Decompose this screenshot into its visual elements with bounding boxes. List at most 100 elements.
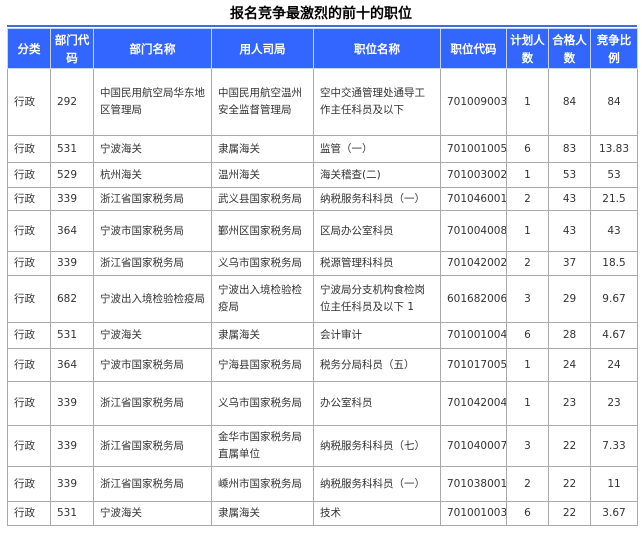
- table-cell: 22: [548, 466, 591, 502]
- table-cell: 701038001: [440, 466, 507, 502]
- table-header: 分类 部门代码 部门名称 用人司局 职位名称 职位代码 计划人数 合格人数 竞争比例: [7, 28, 638, 69]
- table-cell: 531: [50, 322, 94, 349]
- table-row: 行政 531 宁波海关 隶属海关 技术 701001003 6 22 3.67: [7, 501, 638, 526]
- column-header: 部门名称: [93, 28, 212, 69]
- table-cell: 601682006: [440, 275, 507, 323]
- table-cell: 嵊州市国家税务局: [211, 466, 314, 502]
- table-cell: 中国民用航空局华东地区管理局: [93, 68, 212, 136]
- table-cell: 宁波局分支机构食检岗位主任科员及以下 1: [313, 275, 441, 323]
- table-cell: 会计审计: [313, 322, 441, 349]
- table-cell: 339: [50, 381, 94, 426]
- table-cell: 技术: [313, 501, 441, 526]
- table-cell: 纳税服务科科员（七）: [313, 425, 441, 467]
- table-cell: 1: [506, 162, 549, 188]
- table-cell: 空中交通管理处通导工作主任科员及以下: [313, 68, 441, 136]
- table-cell: 28: [548, 322, 591, 349]
- table-cell: 21.5: [590, 187, 638, 211]
- table-row: 行政 339 浙江省国家税务局 义乌市国家税务局 税源管理科科员 701042002 2 37…: [7, 251, 638, 276]
- table-cell: 行政: [7, 210, 51, 252]
- table-cell: 温州海关: [211, 162, 314, 188]
- table-cell: 24: [590, 348, 638, 382]
- table-cell: 364: [50, 348, 94, 382]
- column-header: 职位代码: [440, 28, 507, 69]
- table-cell: 行政: [7, 348, 51, 382]
- table-cell: 宁波市国家税务局: [93, 348, 212, 382]
- table-cell: 43: [548, 187, 591, 211]
- table-cell: 3: [506, 425, 549, 467]
- table-cell: 鄞州区国家税务局: [211, 210, 314, 252]
- table-cell: 浙江省国家税务局: [93, 425, 212, 467]
- table-cell: 701001004: [440, 322, 507, 349]
- table-cell: 701046001: [440, 187, 507, 211]
- column-header: 部门代码: [50, 28, 94, 69]
- table-row: 行政 682 宁波出入境检验检疫局 宁波出入境检验检疫局 宁波局分支机构食检岗位主任科员…: [7, 275, 638, 323]
- table-cell: 4.67: [590, 322, 638, 349]
- table-cell: 83: [548, 135, 591, 163]
- table-cell: 宁海县国家税务局: [211, 348, 314, 382]
- table-cell: 义乌市国家税务局: [211, 381, 314, 426]
- table-cell: 行政: [7, 68, 51, 136]
- table-cell: 杭州海关: [93, 162, 212, 188]
- table-cell: 浙江省国家税务局: [93, 381, 212, 426]
- table-cell: 1: [506, 210, 549, 252]
- table-cell: 金华市国家税务局直属单位: [211, 425, 314, 467]
- table-cell: 18.5: [590, 251, 638, 276]
- table-row: 行政 364 宁波市国家税务局 宁海县国家税务局 税务分局科员（五） 701017005 1…: [7, 348, 638, 382]
- table-cell: 海关稽查(二): [313, 162, 441, 188]
- table-cell: 宁波出入境检验检疫局: [93, 275, 212, 323]
- column-header: 合格人数: [548, 28, 591, 69]
- table-cell: 53: [590, 162, 638, 188]
- table-cell: 84: [548, 68, 591, 136]
- table-cell: 1: [506, 348, 549, 382]
- table-cell: 364: [50, 210, 94, 252]
- table-cell: 701017005: [440, 348, 507, 382]
- table-cell: 2: [506, 466, 549, 502]
- table-row: 行政 339 浙江省国家税务局 嵊州市国家税务局 纳税服务科科员（一） 701038001…: [7, 466, 638, 502]
- table-cell: 7.33: [590, 425, 638, 467]
- table-cell: 隶属海关: [211, 501, 314, 526]
- table-row: 行政 531 宁波海关 隶属海关 监管（一） 701001005 6 83 13.83: [7, 135, 638, 163]
- table-cell: 行政: [7, 381, 51, 426]
- table-cell: 税务分局科员（五）: [313, 348, 441, 382]
- table-row: 行政 339 浙江省国家税务局 武义县国家税务局 纳税服务科科员（一） 701046001…: [7, 187, 638, 211]
- table-cell: 23: [590, 381, 638, 426]
- table-cell: 531: [50, 135, 94, 163]
- table-cell: 宁波海关: [93, 501, 212, 526]
- table-cell: 宁波海关: [93, 322, 212, 349]
- column-header: 竞争比例: [590, 28, 638, 69]
- table-row: 行政 339 浙江省国家税务局 义乌市国家税务局 办公室科员 701042004 1 23 23: [7, 381, 638, 426]
- table-cell: 701042004: [440, 381, 507, 426]
- table-cell: 2: [506, 187, 549, 211]
- table-cell: 中国民用航空温州安全监督管理局: [211, 68, 314, 136]
- table-cell: 行政: [7, 275, 51, 323]
- positions-table: 分类 部门代码 部门名称 用人司局 职位名称 职位代码 计划人数 合格人数 竞争比例 行政 292…: [7, 28, 638, 526]
- table-cell: 701040007: [440, 425, 507, 467]
- table-cell: 行政: [7, 135, 51, 163]
- table-cell: 9.67: [590, 275, 638, 323]
- table-cell: 701004008: [440, 210, 507, 252]
- table-cell: 行政: [7, 251, 51, 276]
- table-cell: 682: [50, 275, 94, 323]
- table-cell: 3.67: [590, 501, 638, 526]
- table-cell: 浙江省国家税务局: [93, 187, 212, 211]
- table-cell: 监管（一）: [313, 135, 441, 163]
- table-cell: 区局办公室科员: [313, 210, 441, 252]
- table-row: 行政 529 杭州海关 温州海关 海关稽查(二) 701003002 1 53 53: [7, 162, 638, 188]
- table-cell: 43: [590, 210, 638, 252]
- table-cell: 11: [590, 466, 638, 502]
- page-title: 报名竞争最激烈的前十的职位: [230, 6, 412, 22]
- table-cell: 23: [548, 381, 591, 426]
- table-cell: 701042002: [440, 251, 507, 276]
- column-header: 分类: [7, 28, 51, 69]
- table-cell: 义乌市国家税务局: [211, 251, 314, 276]
- table-row: 行政 531 宁波海关 隶属海关 会计审计 701001004 6 28 4.67: [7, 322, 638, 349]
- table-cell: 701001005: [440, 135, 507, 163]
- table-cell: 浙江省国家税务局: [93, 466, 212, 502]
- table-cell: 行政: [7, 466, 51, 502]
- table-cell: 529: [50, 162, 94, 188]
- table-cell: 隶属海关: [211, 322, 314, 349]
- table-cell: 行政: [7, 425, 51, 467]
- table-cell: 292: [50, 68, 94, 136]
- table-cell: 339: [50, 466, 94, 502]
- table-cell: 701003002: [440, 162, 507, 188]
